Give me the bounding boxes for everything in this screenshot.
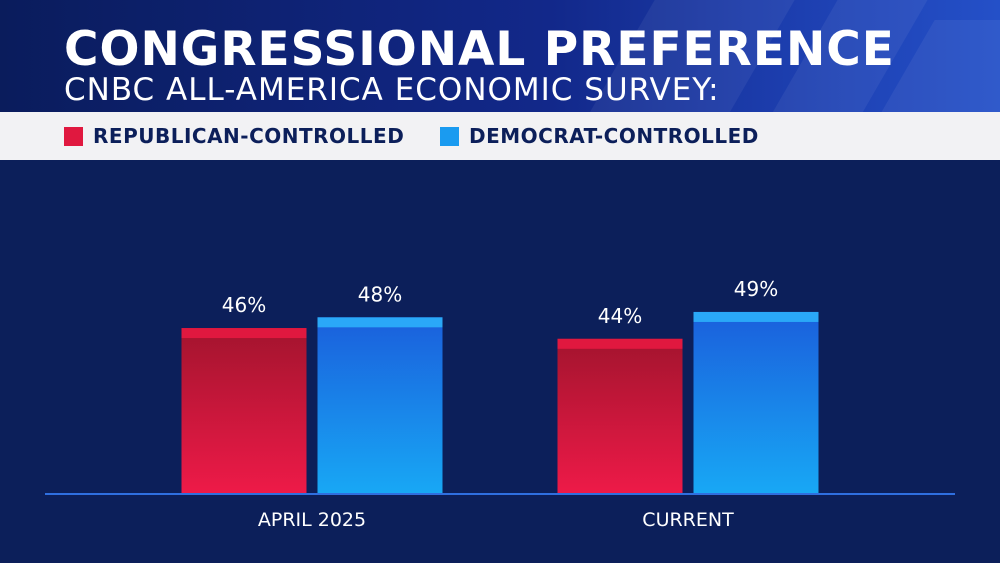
data-label-republican-controlled-current: 44% (598, 304, 642, 328)
bar-republican-controlled-current (557, 338, 683, 494)
bar-cap-republican-controlled-current (557, 338, 683, 349)
data-label-republican-controlled-april-2025: 46% (222, 293, 266, 317)
plot-area: 46% 48% 44% 49% APRIL 2025 CURRENT (0, 160, 1000, 563)
x-tick-label-current: CURRENT (642, 509, 734, 531)
bar-democrat-controlled-current (693, 311, 819, 494)
bar-democrat-controlled-april-2025 (317, 317, 443, 494)
header-banner: CONGRESSIONAL PREFERENCE CNBC ALL-AMERIC… (0, 0, 1000, 112)
legend-swatch-democrat (440, 126, 459, 146)
data-label-democrat-controlled-april-2025: 48% (358, 282, 402, 306)
legend-label-republican: REPUBLICAN-CONTROLLED (93, 124, 405, 148)
legend-item-republican: REPUBLICAN-CONTROLLED (64, 112, 404, 160)
data-label-democrat-controlled-current: 49% (734, 277, 778, 301)
legend-label-democrat: DEMOCRAT-CONTROLLED (469, 124, 759, 148)
x-tick-label-april-2025: APRIL 2025 (258, 509, 366, 531)
page-title: CONGRESSIONAL PREFERENCE (64, 22, 895, 77)
page-subtitle: CNBC ALL-AMERICA ECONOMIC SURVEY: (64, 72, 720, 108)
legend-item-democrat: DEMOCRAT-CONTROLLED (440, 112, 759, 160)
bar-republican-controlled-april-2025 (181, 328, 307, 494)
bar-cap-democrat-controlled-april-2025 (317, 317, 443, 328)
legend: REPUBLICAN-CONTROLLED DEMOCRAT-CONTROLLE… (0, 112, 1000, 160)
bar-cap-republican-controlled-april-2025 (181, 328, 307, 339)
bar-cap-democrat-controlled-current (693, 311, 819, 322)
legend-swatch-republican (64, 126, 83, 146)
bar-chart: 46% 48% 44% 49% APRIL 2025 CURRENT (45, 277, 955, 531)
